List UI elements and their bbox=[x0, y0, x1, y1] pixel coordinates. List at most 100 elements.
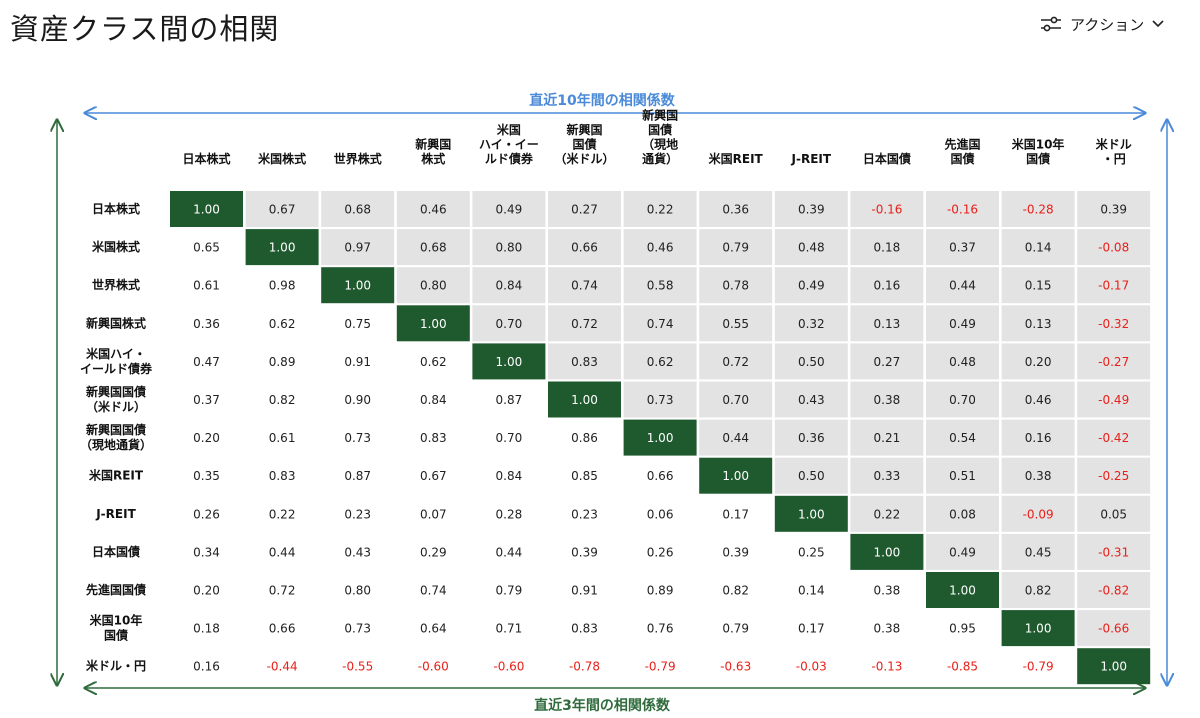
cell-value: 0.67 bbox=[420, 469, 447, 483]
matrix-cell bbox=[926, 229, 999, 266]
cell-value: -0.25 bbox=[1098, 469, 1129, 483]
cell-value: 0.87 bbox=[344, 469, 371, 483]
cell-value: 0.37 bbox=[949, 241, 976, 255]
cell-value: 0.43 bbox=[344, 545, 371, 559]
matrix-cell bbox=[321, 191, 395, 227]
column-header: 米国ハイ・イールド債券 bbox=[479, 122, 539, 166]
cell-value: 0.22 bbox=[647, 203, 674, 217]
cell-value: 0.08 bbox=[949, 507, 976, 521]
matrix-cell bbox=[321, 229, 395, 266]
row-header: 米ドル・円 bbox=[86, 658, 146, 673]
cell-value: -0.42 bbox=[1098, 431, 1129, 445]
cell-value: 0.05 bbox=[1100, 507, 1127, 521]
matrix-cell bbox=[396, 419, 470, 456]
matrix-cell bbox=[245, 267, 319, 304]
cell-value: 0.39 bbox=[571, 545, 598, 559]
row-header: 日本株式 bbox=[92, 201, 140, 216]
cell-value: 0.90 bbox=[344, 393, 371, 407]
matrix-cell bbox=[170, 305, 243, 342]
cell-value: 0.44 bbox=[269, 545, 296, 559]
cell-value: 0.48 bbox=[949, 355, 976, 369]
matrix-cell bbox=[245, 495, 319, 532]
cell-value: 0.33 bbox=[874, 469, 901, 483]
cell-value: 0.70 bbox=[722, 393, 749, 407]
cell-value: 0.13 bbox=[1025, 317, 1052, 331]
matrix-cell bbox=[548, 533, 621, 570]
cell-value: -0.13 bbox=[871, 660, 902, 674]
matrix-cell bbox=[926, 305, 999, 342]
cell-value: 0.49 bbox=[949, 317, 976, 331]
cell-value: 0.49 bbox=[496, 203, 523, 217]
cell-value: 0.61 bbox=[193, 279, 220, 293]
matrix-cell bbox=[926, 381, 999, 418]
cell-value: -0.79 bbox=[1023, 660, 1054, 674]
matrix-cell bbox=[1001, 533, 1075, 570]
cell-value: 1.00 bbox=[496, 355, 523, 369]
cell-value: -0.09 bbox=[1023, 507, 1054, 521]
matrix-cell bbox=[623, 457, 697, 494]
cell-value: 0.25 bbox=[798, 545, 825, 559]
matrix-cell bbox=[245, 305, 319, 342]
matrix-cell bbox=[699, 191, 773, 227]
cell-value: 0.47 bbox=[193, 355, 220, 369]
matrix-cell bbox=[623, 343, 697, 380]
matrix-cell bbox=[623, 610, 697, 647]
chevron-down-icon bbox=[1152, 20, 1164, 28]
matrix-cell bbox=[1077, 267, 1151, 304]
matrix-cell bbox=[245, 457, 319, 494]
cell-value: -0.16 bbox=[947, 203, 978, 217]
matrix-cell bbox=[548, 381, 621, 418]
cell-value: 0.48 bbox=[798, 241, 825, 255]
cell-value: 0.18 bbox=[874, 241, 901, 255]
cell-value: 0.14 bbox=[798, 584, 825, 598]
matrix-cell bbox=[170, 648, 243, 685]
matrix-cell bbox=[1001, 305, 1075, 342]
matrix-cell bbox=[699, 610, 773, 647]
cell-value: -0.82 bbox=[1098, 584, 1129, 598]
cell-value: 1.00 bbox=[949, 584, 976, 598]
cell-value: 0.36 bbox=[798, 431, 825, 445]
matrix-cell bbox=[774, 457, 848, 494]
cell-value: 0.18 bbox=[193, 622, 220, 636]
cell-value: 0.54 bbox=[949, 431, 976, 445]
upper-triangle-label: 直近10年間の相関係数 bbox=[529, 92, 675, 109]
cell-value: 0.36 bbox=[193, 317, 220, 331]
matrix-cell bbox=[472, 419, 546, 456]
matrix-cell bbox=[396, 572, 470, 608]
matrix-cell bbox=[321, 648, 395, 685]
action-menu-button[interactable]: アクション bbox=[1040, 10, 1164, 38]
matrix-cell bbox=[1077, 495, 1151, 532]
matrix-cell bbox=[699, 229, 773, 266]
cell-value: 0.55 bbox=[722, 317, 749, 331]
matrix-cell bbox=[1001, 572, 1075, 608]
matrix-cell bbox=[774, 381, 848, 418]
action-label: アクション bbox=[1070, 15, 1145, 34]
matrix-cell bbox=[1001, 381, 1075, 418]
cell-value: 0.28 bbox=[496, 507, 523, 521]
matrix-cell bbox=[396, 343, 470, 380]
matrix-cell bbox=[1001, 267, 1075, 304]
matrix-cell bbox=[245, 648, 319, 685]
cell-value: 1.00 bbox=[571, 393, 598, 407]
matrix-cell bbox=[926, 457, 999, 494]
row-header: 先進国国債 bbox=[86, 582, 146, 597]
cell-value: 0.83 bbox=[269, 469, 296, 483]
cell-value: 0.76 bbox=[647, 622, 674, 636]
matrix-cell bbox=[850, 495, 924, 532]
matrix-cell bbox=[774, 648, 848, 685]
matrix-cell bbox=[1077, 229, 1151, 266]
matrix-cell bbox=[850, 610, 924, 647]
cell-value: 0.89 bbox=[647, 584, 674, 598]
matrix-cell bbox=[170, 610, 243, 647]
cell-value: 0.97 bbox=[344, 241, 371, 255]
matrix-cell bbox=[699, 572, 773, 608]
cell-value: 0.23 bbox=[344, 507, 371, 521]
cell-value: 1.00 bbox=[647, 431, 674, 445]
cell-value: 0.17 bbox=[798, 622, 825, 636]
cell-value: 0.79 bbox=[722, 622, 749, 636]
cell-value: 0.78 bbox=[722, 279, 749, 293]
matrix-cell bbox=[396, 610, 470, 647]
matrix-cell bbox=[548, 495, 621, 532]
cell-value: -0.28 bbox=[1023, 203, 1054, 217]
matrix-cell bbox=[774, 191, 848, 227]
